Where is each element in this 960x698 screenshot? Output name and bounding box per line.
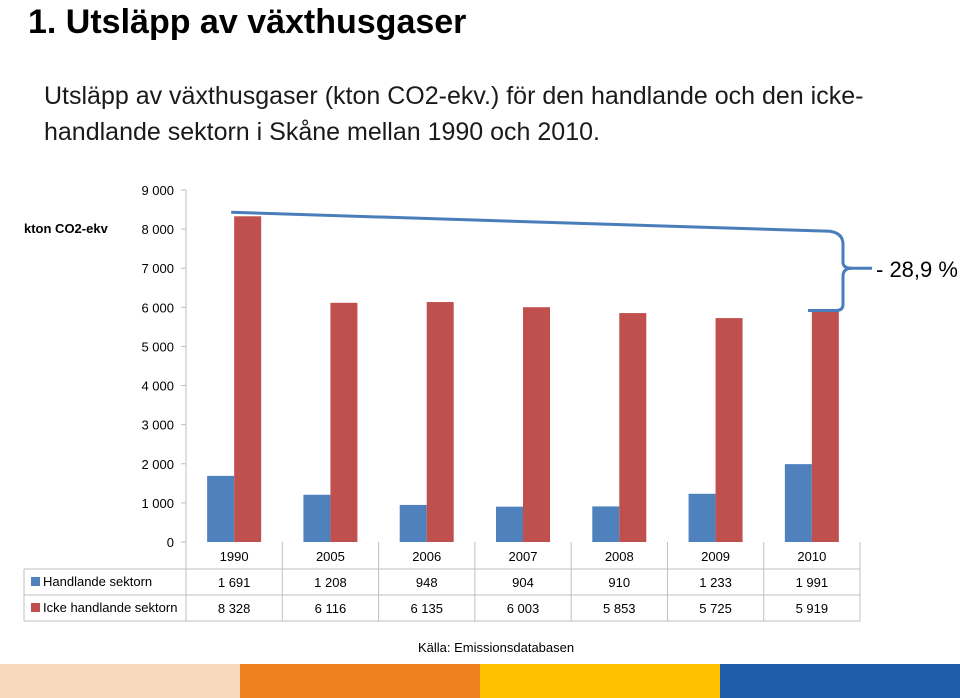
x-tick-label: 2010 bbox=[797, 549, 826, 564]
y-tick-label: 7 000 bbox=[141, 261, 174, 276]
legend-label: Handlande sektorn bbox=[43, 574, 152, 589]
change-annotation: - 28,9 % bbox=[876, 257, 958, 282]
bar-icke-handlande bbox=[426, 302, 454, 542]
data-label: 6 003 bbox=[507, 601, 540, 616]
x-tick-label: 1990 bbox=[220, 549, 249, 564]
bottom-color-bar bbox=[0, 664, 960, 698]
legend-swatch bbox=[31, 577, 40, 586]
y-tick-label: 1 000 bbox=[141, 496, 174, 511]
bar-icke-handlande bbox=[619, 313, 647, 542]
data-label: 904 bbox=[512, 575, 534, 590]
data-label: 6 135 bbox=[410, 601, 443, 616]
data-label: 6 116 bbox=[315, 601, 347, 616]
data-label: 1 233 bbox=[699, 575, 732, 590]
data-label: 910 bbox=[608, 575, 630, 590]
bar-handlande bbox=[592, 506, 620, 542]
data-label: 5 919 bbox=[796, 601, 829, 616]
bottom-bar-segment bbox=[480, 664, 720, 698]
page-title: 1. Utsläpp av växthusgaser bbox=[28, 3, 467, 41]
change-line bbox=[231, 210, 872, 270]
bar-chart: 0 1 000 2 000 3 000 4 000 5 000 6 000 7 000 8 00… bbox=[23, 183, 958, 622]
bottom-bar-segment bbox=[240, 664, 480, 698]
x-tick-label: 2009 bbox=[701, 549, 730, 564]
data-label: 1 991 bbox=[796, 575, 829, 590]
y-tick-label: 0 bbox=[167, 535, 174, 550]
change-bracket bbox=[808, 266, 853, 313]
legend-label: Icke handlande sektorn bbox=[43, 600, 177, 615]
x-tick-label: 2005 bbox=[316, 549, 345, 564]
y-tick-label: 4 000 bbox=[141, 379, 174, 394]
y-axis-unit-label: kton CO2-ekv bbox=[24, 221, 108, 236]
data-label: 5 853 bbox=[603, 601, 636, 616]
bar-icke-handlande bbox=[330, 302, 358, 542]
y-tick-label: 2 000 bbox=[141, 457, 174, 472]
y-tick-label: 9 000 bbox=[141, 183, 174, 198]
bar-handlande bbox=[399, 504, 427, 542]
y-tick-label: 5 000 bbox=[141, 339, 174, 354]
bar-icke-handlande bbox=[523, 307, 550, 542]
bar-handlande bbox=[784, 464, 812, 542]
bar-handlande bbox=[303, 494, 331, 542]
data-label: 1 208 bbox=[314, 575, 347, 590]
bar-handlande bbox=[207, 475, 235, 542]
x-tick-label: 2007 bbox=[509, 549, 538, 564]
bar-handlande bbox=[496, 506, 523, 542]
y-tick-label: 8 000 bbox=[141, 222, 174, 237]
data-label: 5 725 bbox=[699, 601, 732, 616]
chart-subtitle: Utsläpp av växthusgaser (kton CO2-ekv.) … bbox=[44, 82, 864, 146]
legend-swatch bbox=[31, 603, 40, 612]
x-tick-label: 2008 bbox=[605, 549, 634, 564]
y-tick-label: 3 000 bbox=[141, 418, 174, 433]
bar-icke-handlande bbox=[234, 216, 262, 543]
bar-handlande bbox=[688, 493, 716, 542]
source-note: Källa: Emissionsdatabasen bbox=[418, 640, 575, 655]
bottom-bar-segment bbox=[720, 664, 960, 698]
bottom-bar-segment bbox=[0, 664, 240, 698]
data-label: 8 328 bbox=[218, 601, 251, 616]
data-label: 1 691 bbox=[218, 575, 251, 590]
x-tick-label: 2006 bbox=[412, 549, 441, 564]
data-label: 948 bbox=[416, 575, 438, 590]
y-tick-label: 6 000 bbox=[141, 300, 174, 315]
bar-icke-handlande bbox=[811, 310, 839, 542]
bar-icke-handlande bbox=[715, 318, 743, 542]
